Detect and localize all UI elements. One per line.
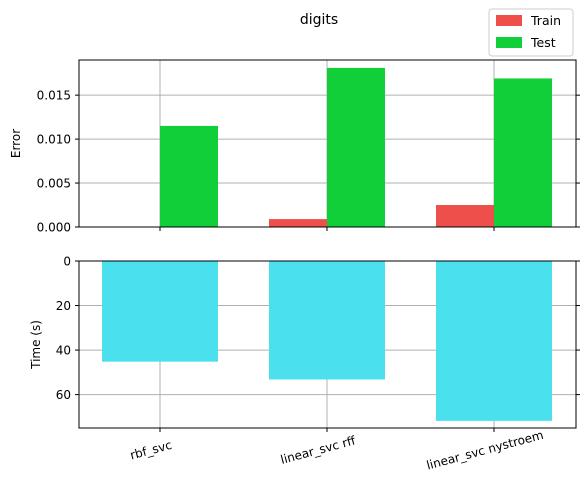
bar-error-train-1 (269, 219, 327, 227)
bar-time-0 (102, 261, 218, 362)
error-tick-label: 0.010 (37, 133, 71, 147)
chart-title: digits (300, 12, 338, 28)
category-label: rbf_svc (129, 438, 174, 463)
error-y-ticks: 0.000 0.005 0.010 0.015 (37, 89, 580, 235)
error-axis-label: Error (9, 129, 23, 158)
time-x-ticks: rbf_svc linear_svc rff linear_svc nystroem (129, 428, 545, 473)
time-tick-label: 20 (56, 299, 71, 313)
category-label: linear_svc nystroem (425, 428, 545, 473)
error-tick-label: 0.005 (37, 177, 71, 191)
bar-error-train-2 (436, 205, 494, 227)
legend-swatch-test (496, 37, 522, 48)
legend-label-train: Train (530, 13, 561, 28)
legend: Train Test (488, 8, 574, 57)
legend-label-test: Test (530, 35, 556, 50)
category-label: linear_svc rff (279, 433, 358, 467)
time-y-ticks: 0 20 40 60 (56, 255, 580, 402)
time-tick-label: 40 (56, 344, 71, 358)
legend-swatch-train (496, 15, 522, 26)
time-subplot: 0 20 40 60 rbf_svc linear_svc rff linear_svc … (29, 255, 580, 473)
time-bars (102, 261, 552, 421)
error-subplot: 0.000 0.005 0.010 0.015 Error (9, 59, 580, 235)
bar-time-2 (436, 261, 552, 421)
bar-error-test-0 (160, 125, 218, 227)
error-tick-label: 0.015 (37, 89, 71, 103)
bar-error-test-2 (494, 78, 552, 228)
error-tick-label: 0.000 (37, 221, 71, 235)
time-tick-label: 60 (56, 388, 71, 402)
bar-time-1 (269, 261, 385, 380)
error-x-ticks (159, 227, 495, 231)
bar-error-test-1 (327, 67, 385, 228)
time-axis-label: Time (s) (29, 320, 43, 370)
error-bars (160, 67, 552, 228)
time-tick-label: 0 (63, 255, 71, 269)
